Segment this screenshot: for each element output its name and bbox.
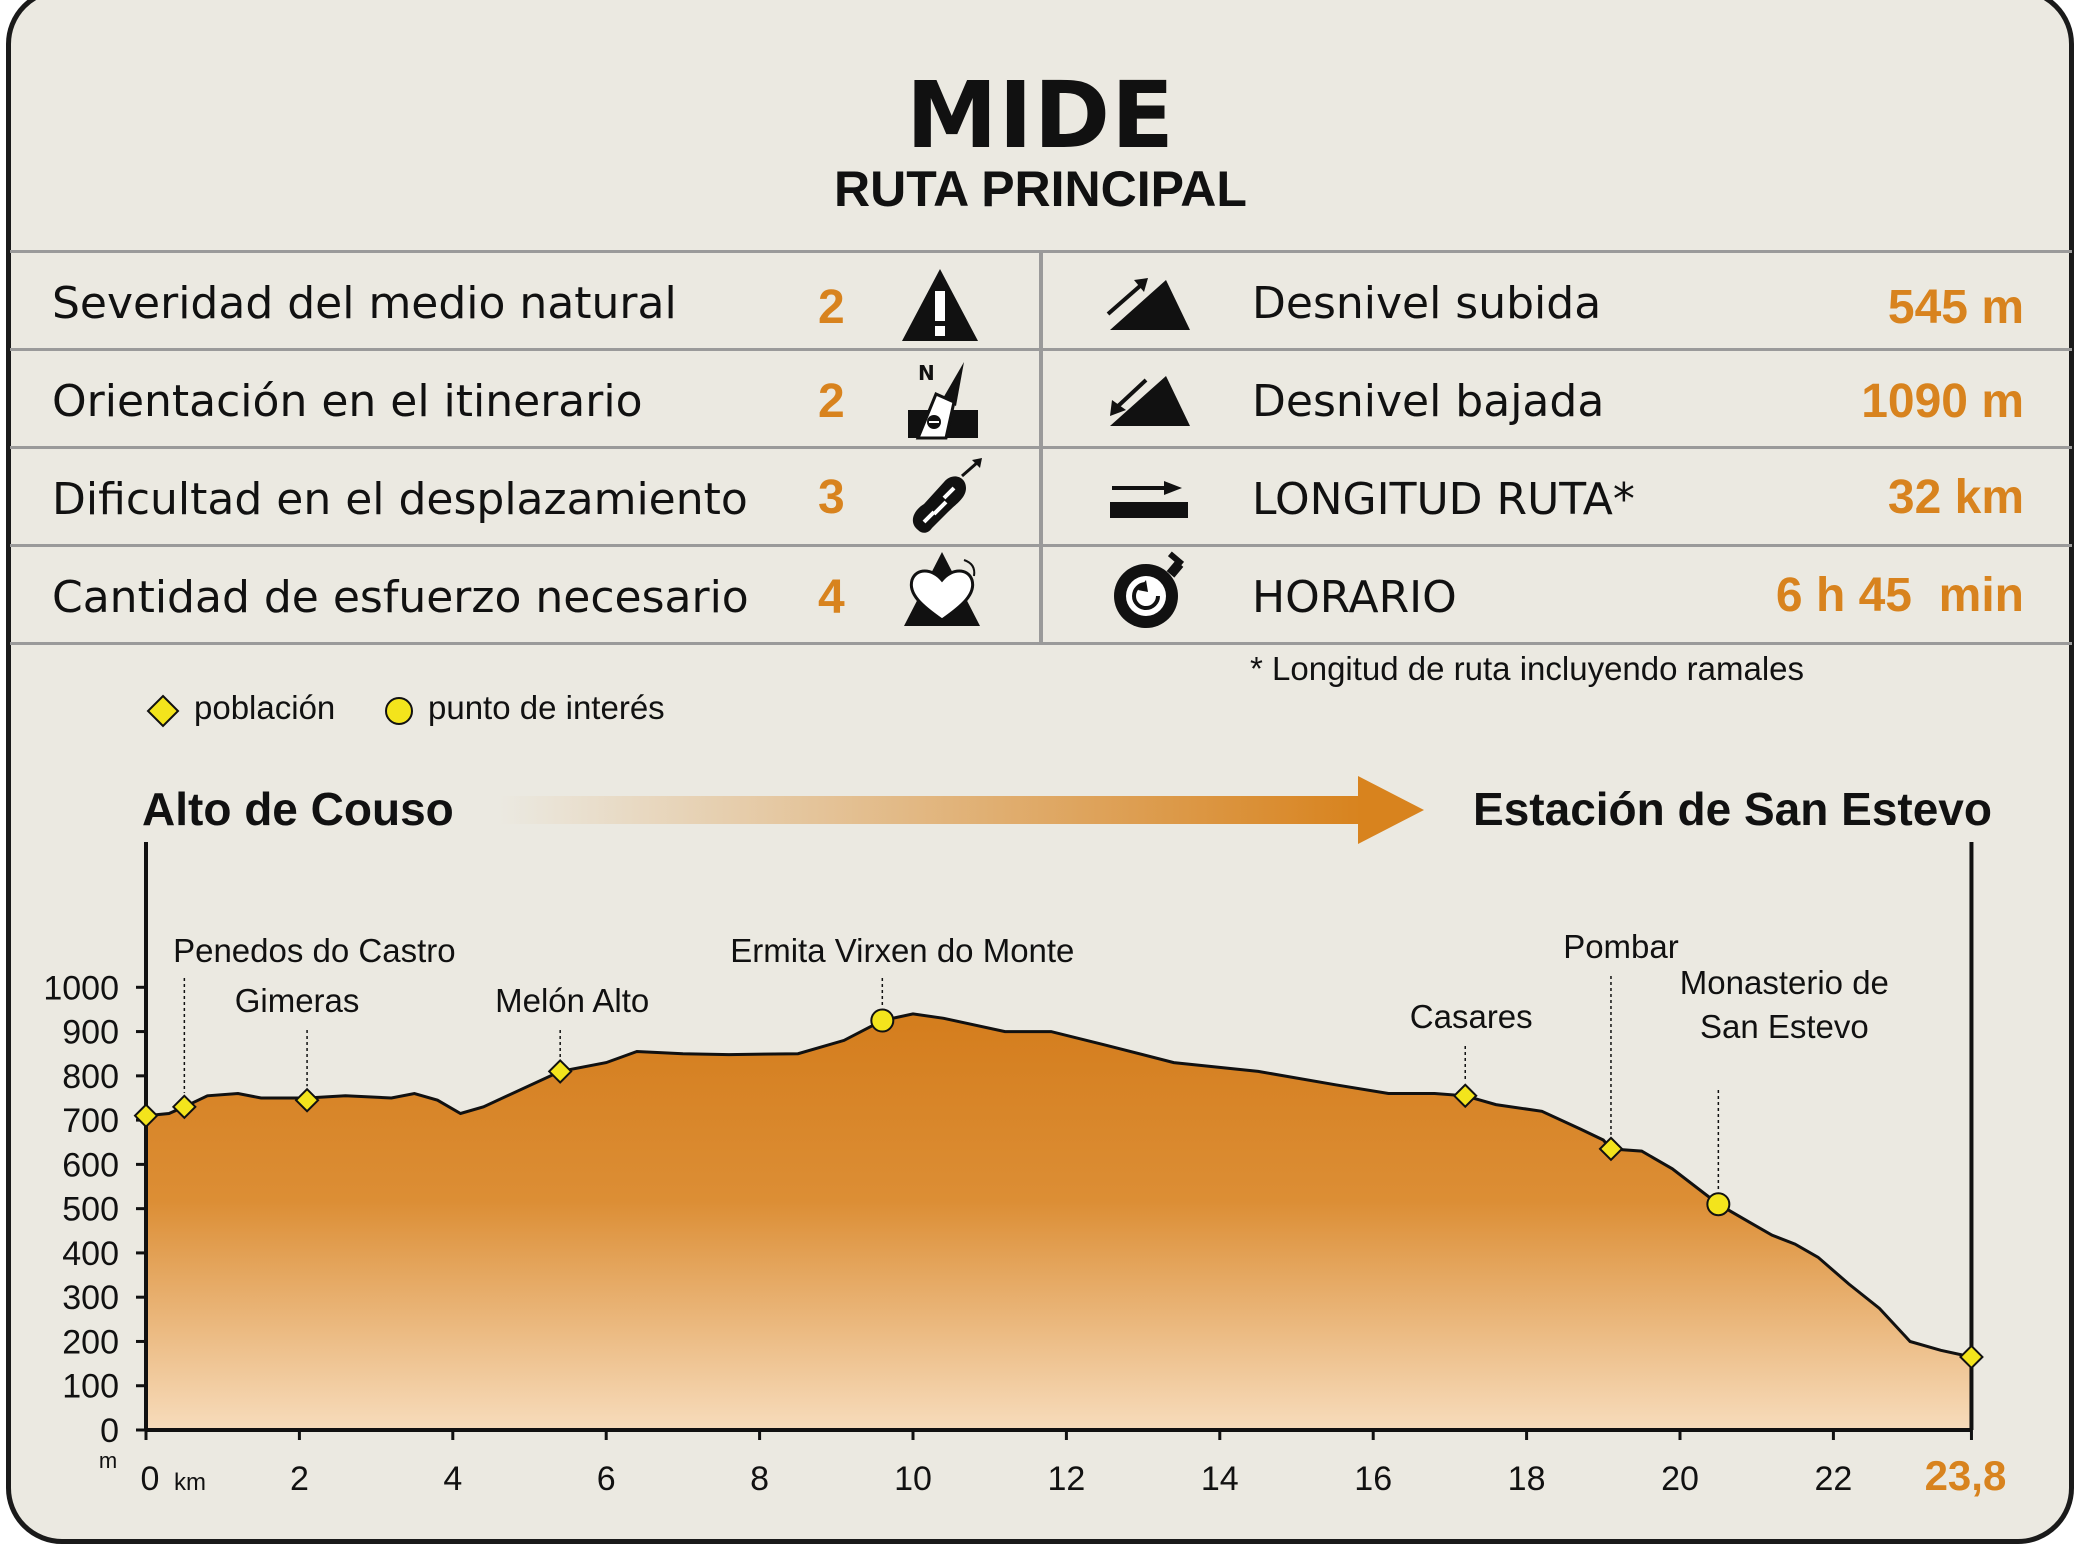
town-marker (547, 1058, 573, 1084)
footnote: * Longitud de ruta incluyendo ramales (1250, 650, 1805, 687)
table-column-divider (1039, 250, 1043, 644)
boot-print-icon (912, 458, 982, 533)
x-tick-label: 4 (443, 1460, 462, 1498)
x-tick-label: 12 (1047, 1460, 1085, 1498)
mide-label-severity: Severidad del medio natural (52, 278, 677, 329)
mide-label-ascent: Desnivel subida (1252, 278, 1602, 329)
point-label: Gimeras (235, 982, 360, 1019)
point-label: Casares (1410, 998, 1533, 1035)
y-tick-label: 1000 (43, 969, 119, 1007)
town-marker (171, 1094, 197, 1120)
poi-marker (870, 1008, 895, 1033)
x-tick-label: 10 (894, 1460, 932, 1498)
mide-value-effort: 4 (818, 571, 845, 624)
mide-label-descent: Desnivel bajada (1252, 376, 1605, 427)
y-tick-label: 100 (62, 1368, 119, 1406)
y-tick-label: 0 (100, 1412, 119, 1450)
town-marker (133, 1103, 159, 1129)
x-tick-label: 22 (1814, 1460, 1852, 1498)
direction-arrow-icon (500, 776, 1424, 844)
legend-town-label: población (194, 689, 336, 726)
poi-marker-icon (385, 697, 413, 725)
heart-mountain-icon (904, 552, 980, 626)
point-label: Penedos do Castro (173, 932, 456, 969)
y-tick-label: 700 (62, 1102, 119, 1140)
length-arrow-icon (1110, 481, 1188, 518)
point-label: Monasterio de (1680, 964, 1889, 1001)
mide-label-effort: Cantidad de esfuerzo necesario (52, 572, 749, 623)
poi-marker (1706, 1192, 1731, 1217)
page-title: MIDE (906, 62, 1175, 169)
mide-value-difficulty: 3 (818, 471, 845, 524)
x-end-label: 23,8 (1925, 1452, 2007, 1499)
town-marker-icon (146, 694, 180, 728)
route-start-label: Alto de Couso (142, 783, 454, 835)
profile-line (145, 1012, 1972, 1359)
mide-value-severity: 2 (818, 281, 845, 334)
x-tick-label: 8 (750, 1460, 769, 1498)
ascent-icon (1106, 278, 1190, 330)
town-marker (1452, 1083, 1478, 1109)
y-unit-label: m (99, 1448, 117, 1473)
profile-area (146, 1013, 1972, 1430)
mide-value-descent: 1090 m (1861, 375, 2024, 428)
mide-label-orientation: Orientación en el itinerario (52, 376, 643, 427)
x-unit-label: km (174, 1469, 206, 1496)
point-label: Melón Alto (495, 982, 649, 1019)
legend-poi-label: punto de interés (428, 689, 665, 726)
y-tick-label: 600 (62, 1146, 119, 1184)
page-subtitle: RUTA PRINCIPAL (834, 161, 1247, 217)
x-tick-label: 2 (290, 1460, 309, 1498)
y-tick-label: 800 (62, 1058, 119, 1096)
x-tick-label: 14 (1201, 1460, 1239, 1498)
town-marker (1959, 1344, 1984, 1370)
mide-label-length: LONGITUD RUTA* (1252, 474, 1635, 525)
warning-triangle-icon (902, 269, 978, 341)
x-tick-label: 20 (1661, 1460, 1699, 1498)
y-tick-label: 900 (62, 1014, 119, 1052)
y-tick-label: 500 (62, 1191, 119, 1229)
compass-signpost-icon: N (908, 361, 978, 440)
y-tick-label: 300 (62, 1279, 119, 1317)
mide-label-difficulty: Dificultad en el desplazamiento (52, 474, 748, 525)
mide-value-time: 6 h 45 min (1775, 569, 2024, 622)
mide-value-ascent: 545 m (1887, 281, 2024, 334)
mide-label-time: HORARIO (1252, 572, 1457, 623)
descent-icon (1110, 376, 1190, 426)
x-tick-label: 0 (141, 1460, 160, 1498)
svg-text:N: N (918, 361, 935, 385)
y-tick-label: 400 (62, 1235, 119, 1273)
x-tick-label: 6 (597, 1460, 616, 1498)
stopwatch-icon (1114, 551, 1185, 628)
x-tick-label: 16 (1354, 1460, 1392, 1498)
point-label: Pombar (1563, 928, 1679, 965)
mide-value-orientation: 2 (818, 375, 845, 428)
town-marker (294, 1087, 320, 1113)
y-tick-label: 200 (62, 1323, 119, 1361)
point-label: Ermita Virxen do Monte (730, 932, 1074, 969)
route-end-label: Estación de San Estevo (1473, 783, 1992, 835)
point-label: San Estevo (1700, 1008, 1869, 1045)
mide-value-length: 32 km (1887, 471, 2024, 524)
town-marker (1598, 1136, 1624, 1162)
x-tick-label: 18 (1508, 1460, 1546, 1498)
